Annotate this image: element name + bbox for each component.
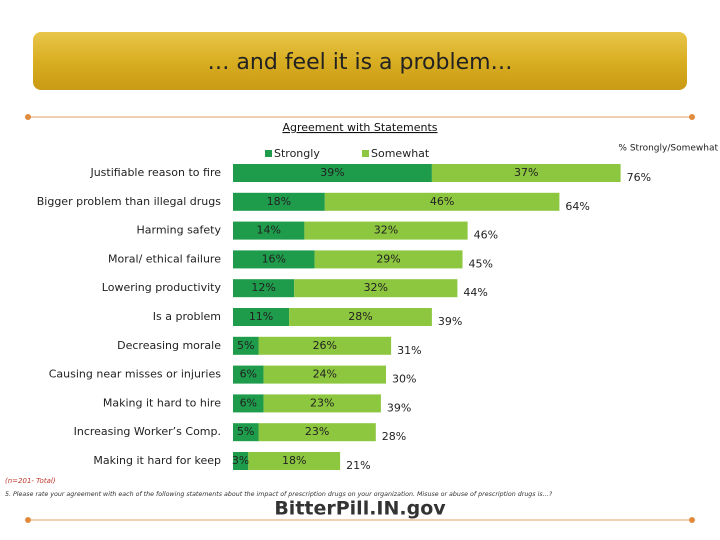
bar-segment bbox=[314, 250, 463, 269]
bar-segment bbox=[233, 250, 315, 269]
legend-label: Somewhat bbox=[371, 147, 430, 160]
value-label: 11% bbox=[249, 310, 273, 323]
value-label: 14% bbox=[256, 224, 280, 237]
value-label: 3% bbox=[232, 454, 249, 467]
totals-title: % Strongly/Somewhat bbox=[618, 144, 718, 154]
total-label: 45% bbox=[469, 257, 493, 270]
divider-dot bbox=[25, 517, 31, 523]
value-label: 5% bbox=[237, 339, 254, 352]
total-label: 46% bbox=[474, 229, 498, 242]
divider-dot bbox=[689, 517, 695, 523]
category-label: Making it hard to hire bbox=[103, 396, 221, 409]
bar-segment bbox=[233, 365, 264, 384]
total-label: 64% bbox=[565, 200, 589, 213]
bar-segment bbox=[258, 336, 392, 355]
value-label: 32% bbox=[374, 224, 398, 237]
legend-label: Strongly bbox=[274, 147, 320, 160]
bar-segment bbox=[233, 308, 290, 326]
total-label: 28% bbox=[382, 430, 406, 443]
value-label: 23% bbox=[310, 396, 334, 409]
logo: BitterPill.IN.gov bbox=[274, 498, 446, 520]
total-label: 21% bbox=[346, 459, 370, 472]
legend-swatch bbox=[265, 150, 272, 157]
category-label: Justifiable reason to fire bbox=[89, 166, 221, 179]
bar-segment bbox=[263, 394, 381, 413]
value-label: 39% bbox=[320, 166, 344, 179]
category-label: Lowering productivity bbox=[102, 281, 222, 294]
value-label: 16% bbox=[262, 252, 286, 265]
category-label: Is a problem bbox=[153, 310, 221, 323]
value-label: 24% bbox=[313, 368, 337, 381]
value-label: 12% bbox=[251, 281, 275, 294]
total-label: 76% bbox=[627, 171, 651, 184]
value-label: 23% bbox=[305, 425, 329, 438]
bar-segment bbox=[233, 423, 259, 442]
bar-segment bbox=[233, 221, 305, 240]
divider-dot bbox=[25, 114, 31, 120]
value-label: 26% bbox=[313, 339, 337, 352]
divider-dot bbox=[689, 114, 695, 120]
value-label: 6% bbox=[240, 396, 257, 409]
value-label: 5% bbox=[237, 425, 254, 438]
value-label: 6% bbox=[240, 368, 257, 381]
bar-segment bbox=[289, 308, 432, 326]
category-label: Causing near misses or injuries bbox=[49, 368, 222, 381]
value-label: 29% bbox=[376, 252, 400, 265]
value-label: 28% bbox=[348, 310, 372, 323]
bar-segment bbox=[233, 164, 432, 182]
category-label: Decreasing morale bbox=[117, 339, 221, 352]
category-label: Making it hard for keep bbox=[93, 454, 221, 467]
bar-segment bbox=[294, 279, 458, 298]
bar-segment bbox=[324, 192, 560, 211]
value-label: 18% bbox=[267, 195, 291, 208]
total-label: 39% bbox=[387, 401, 411, 414]
total-label: 31% bbox=[397, 344, 421, 357]
value-label: 46% bbox=[430, 195, 454, 208]
category-label: Increasing Worker’s Comp. bbox=[74, 425, 221, 438]
value-label: 37% bbox=[514, 166, 538, 179]
bar-segment bbox=[233, 192, 325, 211]
category-label: Bigger problem than illegal drugs bbox=[37, 195, 222, 208]
question-note: 5. Please rate your agreement with each … bbox=[5, 490, 553, 498]
category-label: Moral/ ethical failure bbox=[108, 252, 221, 265]
total-label: 39% bbox=[438, 315, 462, 328]
total-label: 44% bbox=[463, 286, 487, 299]
slide-title: … and feel it is a problem… bbox=[207, 50, 512, 75]
bar-segment bbox=[304, 221, 468, 240]
bar-segment bbox=[431, 164, 621, 182]
base-note: (n=201- Total) bbox=[5, 477, 56, 485]
legend-swatch bbox=[362, 150, 369, 157]
bar-segment bbox=[233, 452, 249, 470]
bar-segment bbox=[248, 452, 341, 470]
chart-title: Agreement with Statements bbox=[282, 121, 437, 134]
bar-segment bbox=[263, 365, 386, 384]
total-label: 30% bbox=[392, 373, 416, 386]
bar-segment bbox=[233, 336, 259, 355]
bar-segment bbox=[258, 423, 376, 442]
bar-segment bbox=[233, 394, 264, 413]
category-label: Harming safety bbox=[137, 224, 222, 237]
value-label: 18% bbox=[282, 454, 306, 467]
title-banner bbox=[33, 32, 687, 90]
value-label: 32% bbox=[364, 281, 388, 294]
bar-segment bbox=[233, 279, 295, 298]
